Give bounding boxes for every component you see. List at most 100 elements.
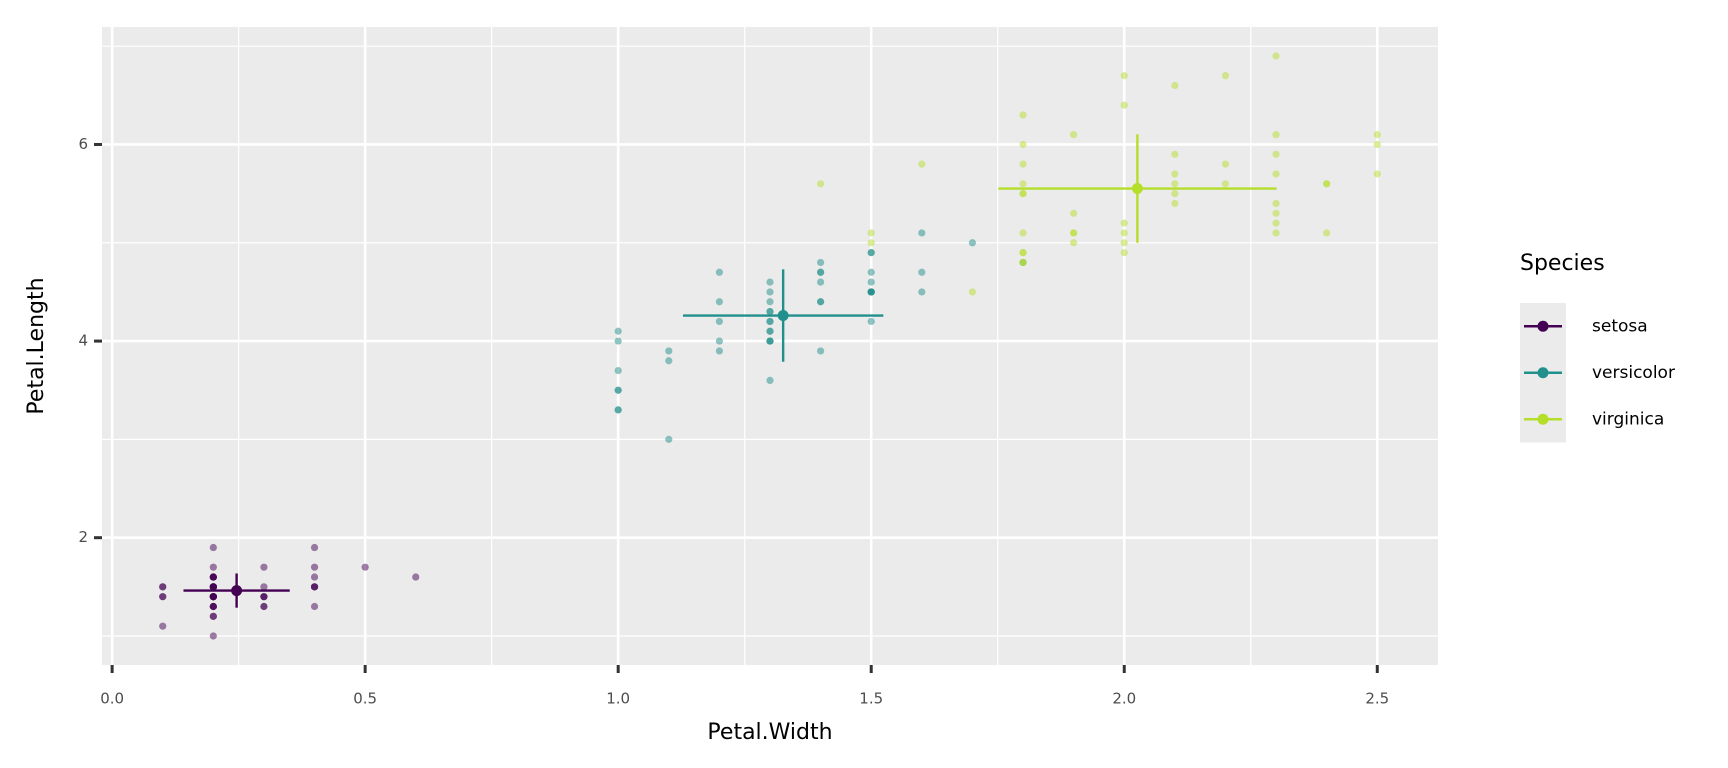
x-tick-label: 1.0 bbox=[606, 690, 630, 708]
point bbox=[766, 337, 774, 345]
point bbox=[209, 593, 217, 601]
point bbox=[1171, 170, 1179, 178]
point bbox=[1373, 131, 1381, 139]
x-tick-label: 0.5 bbox=[353, 690, 377, 708]
point bbox=[260, 583, 268, 591]
point bbox=[867, 239, 875, 247]
y-tick-label: 4 bbox=[78, 332, 88, 350]
point bbox=[817, 298, 825, 306]
point bbox=[1221, 160, 1230, 168]
x-tick-label: 0.0 bbox=[100, 690, 124, 708]
point bbox=[209, 632, 217, 640]
point bbox=[766, 317, 774, 326]
point bbox=[209, 602, 217, 611]
point bbox=[1120, 229, 1128, 237]
point bbox=[310, 563, 319, 571]
point bbox=[766, 376, 774, 385]
point bbox=[614, 327, 622, 335]
point bbox=[1171, 190, 1179, 198]
point bbox=[867, 317, 875, 326]
point bbox=[766, 278, 774, 286]
point bbox=[867, 278, 875, 286]
x-tick-label: 2.5 bbox=[1365, 690, 1389, 708]
point bbox=[665, 347, 673, 355]
point bbox=[817, 180, 825, 188]
point bbox=[412, 573, 420, 581]
point bbox=[715, 268, 723, 276]
legend-key-dot bbox=[1537, 367, 1549, 379]
point bbox=[614, 337, 622, 345]
point bbox=[968, 239, 977, 247]
point bbox=[817, 258, 825, 267]
y-axis-title: Petal.Length bbox=[24, 277, 49, 414]
y-tick-label: 6 bbox=[78, 135, 88, 153]
point bbox=[1019, 160, 1027, 168]
point bbox=[867, 229, 875, 237]
point bbox=[1019, 180, 1027, 188]
x-axis-title: Petal.Width bbox=[707, 720, 832, 745]
point bbox=[1120, 239, 1128, 247]
point bbox=[1221, 72, 1230, 80]
point bbox=[260, 602, 268, 611]
y-tick-label: 2 bbox=[78, 528, 88, 546]
point bbox=[614, 366, 622, 375]
point bbox=[1272, 170, 1280, 178]
point bbox=[209, 543, 217, 552]
point bbox=[1171, 180, 1179, 188]
point bbox=[715, 298, 723, 306]
point bbox=[614, 406, 622, 414]
point bbox=[918, 160, 926, 168]
point bbox=[817, 278, 825, 286]
point bbox=[1019, 111, 1027, 119]
point bbox=[665, 357, 673, 365]
point bbox=[1221, 180, 1230, 188]
mean-point bbox=[1131, 183, 1143, 195]
point bbox=[209, 573, 217, 581]
point bbox=[1070, 239, 1078, 247]
point bbox=[260, 593, 268, 601]
point bbox=[867, 288, 875, 296]
point bbox=[1323, 229, 1331, 237]
point bbox=[1171, 81, 1179, 90]
point bbox=[867, 268, 875, 276]
point bbox=[310, 573, 319, 581]
x-tick-label: 1.5 bbox=[859, 690, 883, 708]
point bbox=[310, 602, 319, 611]
point bbox=[715, 337, 723, 345]
mean-point bbox=[777, 310, 789, 322]
point bbox=[1323, 180, 1331, 188]
point bbox=[918, 229, 926, 237]
plot-panel bbox=[102, 27, 1438, 665]
point bbox=[867, 249, 875, 257]
legend-key-dot bbox=[1537, 413, 1549, 425]
point bbox=[817, 268, 825, 276]
point bbox=[310, 543, 319, 552]
point bbox=[209, 583, 217, 591]
point bbox=[1070, 209, 1078, 217]
point bbox=[665, 435, 673, 443]
point bbox=[159, 593, 167, 601]
point bbox=[1272, 209, 1280, 217]
point bbox=[715, 317, 723, 326]
point bbox=[918, 288, 926, 296]
point bbox=[1070, 131, 1078, 139]
point bbox=[1120, 219, 1128, 227]
point bbox=[1019, 249, 1027, 257]
point bbox=[766, 288, 774, 296]
point bbox=[1019, 140, 1027, 149]
point bbox=[1019, 190, 1027, 198]
mean-point bbox=[231, 585, 243, 597]
legend-label: virginica bbox=[1592, 409, 1664, 429]
point bbox=[1171, 199, 1179, 208]
point bbox=[766, 327, 774, 335]
point bbox=[1272, 219, 1280, 227]
point bbox=[766, 307, 774, 316]
x-tick-label: 2.0 bbox=[1112, 690, 1136, 708]
point bbox=[1171, 150, 1179, 158]
point bbox=[817, 347, 825, 355]
point bbox=[1272, 52, 1280, 60]
point bbox=[159, 622, 167, 630]
point bbox=[1272, 150, 1280, 158]
point bbox=[1019, 229, 1027, 237]
